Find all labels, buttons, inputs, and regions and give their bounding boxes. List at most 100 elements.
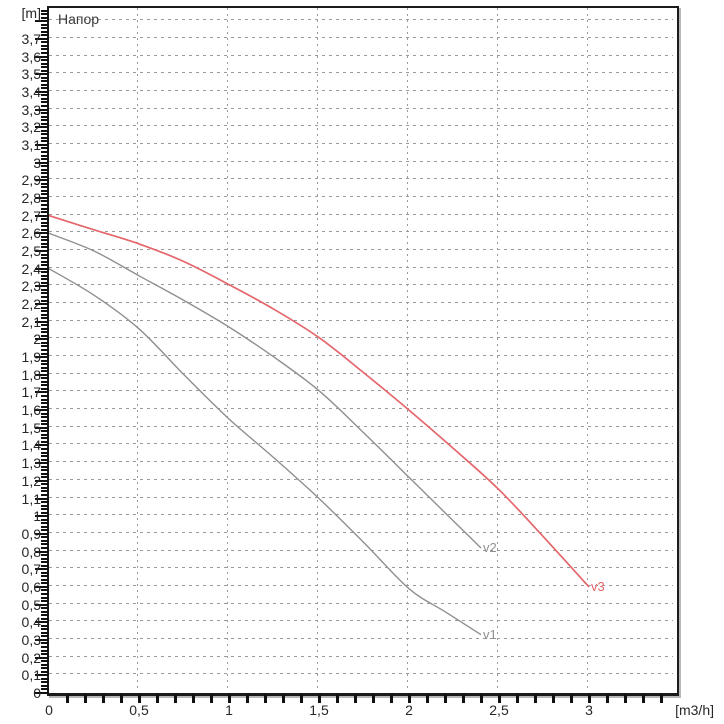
y-major-tick <box>35 196 49 199</box>
y-minor-tick <box>41 341 49 344</box>
h-gridline <box>49 602 673 604</box>
y-tick-label: 3,7 <box>21 30 41 47</box>
y-minor-tick <box>41 653 49 656</box>
h-gridline <box>49 160 673 162</box>
y-tick-label: 1,2 <box>21 472 41 489</box>
h-gridline <box>49 461 673 463</box>
y-minor-tick <box>41 147 49 150</box>
y-minor-tick <box>41 274 49 277</box>
y-tick-label: 1,6 <box>21 402 41 419</box>
y-minor-tick <box>41 370 49 373</box>
x-tick <box>192 694 195 703</box>
y-minor-tick <box>41 246 49 249</box>
y-minor-tick <box>41 345 49 348</box>
h-gridline <box>49 107 673 109</box>
h-gridline <box>49 302 673 304</box>
h-gridline <box>49 637 673 639</box>
y-minor-tick <box>41 493 49 496</box>
y-minor-tick <box>41 363 49 366</box>
y-minor-tick <box>41 380 49 383</box>
x-tick <box>174 694 177 703</box>
y-major-tick <box>35 585 49 588</box>
y-minor-tick <box>41 189 49 192</box>
y-minor-tick <box>41 288 49 291</box>
y-tick-label: 1,1 <box>21 490 41 507</box>
y-minor-tick <box>41 529 49 532</box>
y-major-tick <box>35 409 49 412</box>
h-gridline <box>49 19 673 21</box>
y-minor-tick <box>41 419 49 422</box>
x-tick <box>156 694 159 703</box>
curve-label-v3: v3 <box>591 578 605 594</box>
y-minor-tick <box>41 200 49 203</box>
y-major-tick <box>35 214 49 217</box>
y-minor-tick <box>41 448 49 451</box>
y-minor-tick <box>41 571 49 574</box>
h-gridline <box>49 372 673 374</box>
y-minor-tick <box>41 313 49 316</box>
y-minor-tick <box>41 168 49 171</box>
y-tick-label: 1,3 <box>21 455 41 472</box>
y-major-tick <box>35 232 49 235</box>
y-minor-tick <box>41 16 49 19</box>
y-minor-tick <box>41 62 49 65</box>
y-minor-tick <box>41 331 49 334</box>
x-tick <box>588 694 591 703</box>
y-minor-tick <box>41 458 49 461</box>
y-minor-tick <box>41 193 49 196</box>
y-major-tick <box>35 320 49 323</box>
y-minor-tick <box>41 469 49 472</box>
y-minor-tick <box>41 334 49 337</box>
y-tick-label: 2,2 <box>21 296 41 313</box>
x-tick <box>246 694 249 703</box>
y-minor-tick <box>41 582 49 585</box>
y-minor-tick <box>41 221 49 224</box>
y-minor-tick <box>41 688 49 691</box>
y-minor-tick <box>41 377 49 380</box>
y-major-tick <box>35 674 49 677</box>
y-minor-tick <box>41 631 49 634</box>
y-minor-tick <box>41 366 49 369</box>
h-gridline <box>49 443 673 445</box>
y-tick-label: 2,9 <box>21 172 41 189</box>
y-minor-tick <box>41 483 49 486</box>
y-major-tick <box>35 267 49 270</box>
y-tick-label: 2 <box>33 331 41 348</box>
y-minor-tick <box>41 317 49 320</box>
y-minor-tick <box>41 610 49 613</box>
y-minor-tick <box>41 508 49 511</box>
y-minor-tick <box>41 211 49 214</box>
y-minor-tick <box>41 310 49 313</box>
y-minor-tick <box>41 154 49 157</box>
y-major-tick <box>35 303 49 306</box>
x-tick <box>408 694 411 703</box>
y-tick-label: 2,1 <box>21 313 41 330</box>
y-minor-tick <box>41 66 49 69</box>
y-minor-tick <box>41 34 49 37</box>
y-major-tick <box>35 426 49 429</box>
y-major-tick <box>35 55 49 58</box>
x-tick <box>516 694 519 703</box>
h-gridline <box>49 531 673 533</box>
y-minor-tick <box>41 9 49 12</box>
y-major-tick <box>35 444 49 447</box>
curve-label-v1: v1 <box>483 626 497 642</box>
y-minor-tick <box>41 398 49 401</box>
y-minor-tick <box>41 511 49 514</box>
y-minor-tick <box>41 600 49 603</box>
h-gridline <box>49 584 673 586</box>
y-minor-tick <box>41 129 49 132</box>
y-minor-tick <box>41 649 49 652</box>
h-gridline <box>49 213 673 215</box>
y-minor-tick <box>41 80 49 83</box>
y-tick-label: 0,1 <box>21 667 41 684</box>
y-minor-tick <box>41 218 49 221</box>
x-tick <box>642 694 645 703</box>
y-major-tick <box>35 391 49 394</box>
y-minor-tick <box>41 87 49 90</box>
y-minor-tick <box>41 239 49 242</box>
y-tick-label: 3,3 <box>21 101 41 118</box>
y-minor-tick <box>41 327 49 330</box>
x-tick-label: 1,5 <box>309 702 329 718</box>
y-minor-tick <box>41 596 49 599</box>
